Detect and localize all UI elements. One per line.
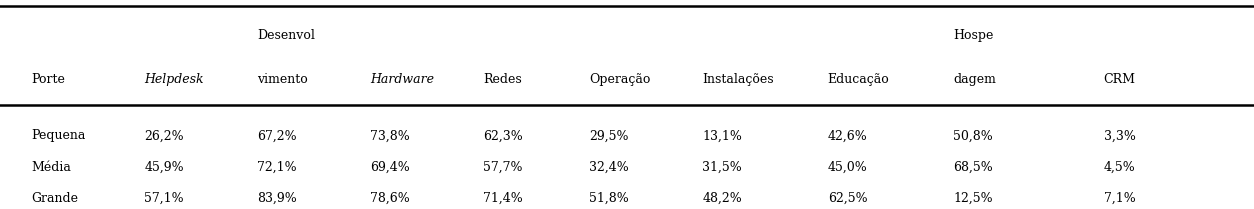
Text: 32,4%: 32,4% [589, 161, 630, 174]
Text: Desenvol: Desenvol [257, 29, 315, 42]
Text: 4,5%: 4,5% [1104, 161, 1135, 174]
Text: 13,1%: 13,1% [702, 129, 742, 142]
Text: Redes: Redes [483, 73, 522, 86]
Text: Hospe: Hospe [953, 29, 993, 42]
Text: CRM: CRM [1104, 73, 1136, 86]
Text: Helpdesk: Helpdesk [144, 73, 204, 86]
Text: Média: Média [31, 161, 71, 174]
Text: 72,1%: 72,1% [257, 161, 297, 174]
Text: 62,3%: 62,3% [483, 129, 523, 142]
Text: 12,5%: 12,5% [953, 192, 993, 205]
Text: Pequena: Pequena [31, 129, 85, 142]
Text: 71,4%: 71,4% [483, 192, 523, 205]
Text: 69,4%: 69,4% [370, 161, 410, 174]
Text: 7,1%: 7,1% [1104, 192, 1135, 205]
Text: 73,8%: 73,8% [370, 129, 410, 142]
Text: 57,7%: 57,7% [483, 161, 522, 174]
Text: 67,2%: 67,2% [257, 129, 297, 142]
Text: 45,9%: 45,9% [144, 161, 184, 174]
Text: 3,3%: 3,3% [1104, 129, 1135, 142]
Text: 62,5%: 62,5% [828, 192, 868, 205]
Text: 83,9%: 83,9% [257, 192, 297, 205]
Text: 68,5%: 68,5% [953, 161, 993, 174]
Text: Porte: Porte [31, 73, 65, 86]
Text: 51,8%: 51,8% [589, 192, 630, 205]
Text: dagem: dagem [953, 73, 996, 86]
Text: Grande: Grande [31, 192, 78, 205]
Text: 42,6%: 42,6% [828, 129, 868, 142]
Text: 57,1%: 57,1% [144, 192, 184, 205]
Text: 78,6%: 78,6% [370, 192, 410, 205]
Text: Hardware: Hardware [370, 73, 434, 86]
Text: 29,5%: 29,5% [589, 129, 628, 142]
Text: 45,0%: 45,0% [828, 161, 868, 174]
Text: 48,2%: 48,2% [702, 192, 742, 205]
Text: Operação: Operação [589, 73, 651, 86]
Text: vimento: vimento [257, 73, 307, 86]
Text: 26,2%: 26,2% [144, 129, 184, 142]
Text: 50,8%: 50,8% [953, 129, 993, 142]
Text: 31,5%: 31,5% [702, 161, 742, 174]
Text: Educação: Educação [828, 73, 889, 86]
Text: Instalações: Instalações [702, 73, 774, 86]
